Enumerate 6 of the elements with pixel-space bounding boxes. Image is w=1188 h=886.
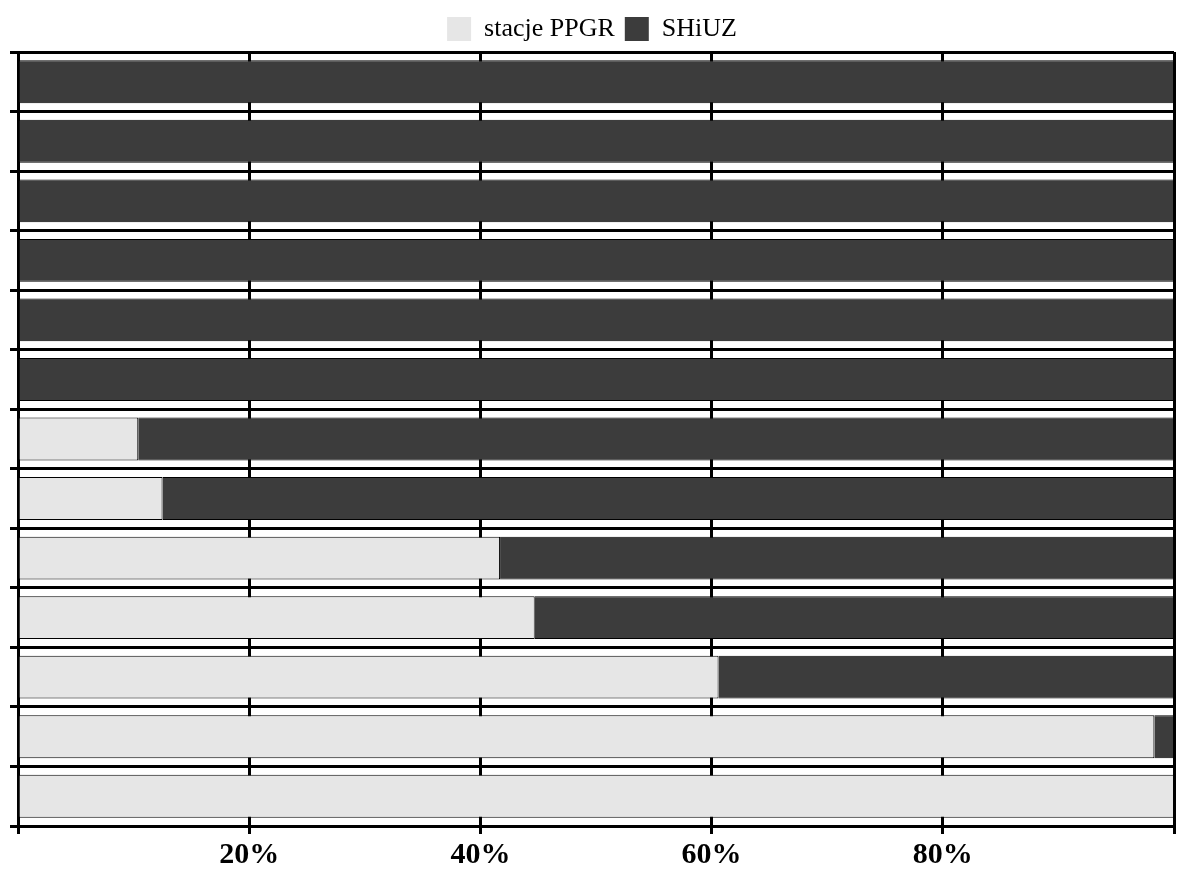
legend-label: stacje PPGR [484, 12, 616, 42]
x-tick-label: 40% [450, 835, 511, 869]
x-tick-label: 80% [912, 835, 973, 869]
x-tick-label: 60% [681, 835, 742, 869]
x-tick-label: 20% [219, 835, 280, 869]
legend-label: SHiUZ [661, 12, 737, 42]
